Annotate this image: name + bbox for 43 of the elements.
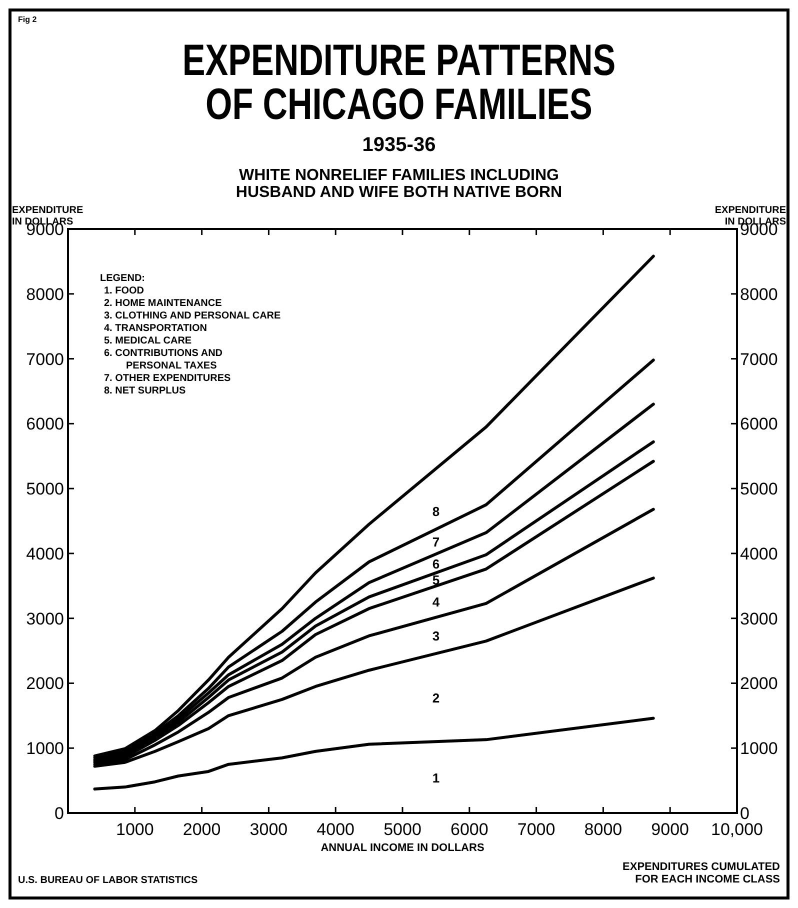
text: EXPENDITURES CUMULATED FOR EACH INCOME CLASS	[622, 861, 780, 886]
x-tick-label: 5000	[384, 820, 422, 839]
x-tick-label: 6000	[450, 820, 488, 839]
y-tick-label: 0	[54, 804, 64, 823]
x-axis-title: ANNUAL INCOME IN DOLLARS	[320, 842, 484, 854]
x-tick-label: 10,000	[711, 820, 763, 839]
y2-tick-label: 5000	[740, 480, 778, 499]
annotation: 3	[432, 628, 440, 644]
x-tick-label: 7000	[517, 820, 556, 839]
annotation: 6	[432, 556, 440, 572]
y-tick-label: 4000	[26, 544, 64, 564]
y-tick-label: 7000	[26, 350, 64, 369]
y2-tick-label: 6000	[740, 414, 778, 434]
x-tick-label: 1000	[116, 820, 154, 839]
y-tick-label: 5000	[26, 480, 64, 499]
y2-tick-label: 3000	[740, 609, 778, 628]
annotation: 1	[432, 770, 440, 786]
y2-tick-label: 4000	[740, 544, 778, 564]
annotation: 2	[432, 690, 440, 706]
y2-tick-label: 8000	[740, 284, 778, 304]
y-tick-label: 8000	[26, 284, 64, 304]
y-tick-label: 1000	[26, 739, 64, 758]
y-tick-label: 6000	[26, 414, 64, 434]
y2-tick-label: 1000	[740, 739, 778, 758]
x-tick-label: 9000	[651, 820, 690, 839]
caption: Fig 2	[18, 15, 38, 24]
x-tick-label: 2000	[182, 820, 221, 839]
x-tick-label: 8000	[584, 820, 622, 839]
x-tick-label: 3000	[250, 820, 288, 839]
chart-subtitle: 1935-36 WHITE NONRELIEF FAMILIES INCLUDING HUSBAND AND WIFE BOTH NATIVE BORN	[236, 134, 562, 201]
y2-tick-label: 7000	[740, 350, 778, 369]
y2-tick-label: 0	[740, 804, 750, 823]
y2-tick-label: 2000	[740, 674, 778, 694]
text: U.S. BUREAU OF LABOR STATISTICS	[18, 875, 198, 886]
x-tick-label: 4000	[316, 820, 355, 839]
annotation: 8	[432, 504, 440, 519]
text: LEGEND: 1. FOOD 2. HOME MAINTENANCE 3. CLOTHING AND PERSONAL CARE 4. TRANSPORTATION 5. MEDICAL CARE 6. CONTRIBUTIONS AND PERSONAL TAXES 7. OTHER EXPENDITURES 8. NET SURPLUS	[100, 273, 281, 396]
chart-title: EXPENDITURE PATTERNS OF CHICAGO FAMILIES	[182, 36, 616, 130]
annotation: 5	[432, 572, 440, 588]
y-tick-label: 2000	[26, 674, 64, 694]
annotation: 4	[432, 594, 440, 610]
annotation: 7	[432, 534, 440, 550]
y-tick-label: 3000	[26, 609, 64, 628]
